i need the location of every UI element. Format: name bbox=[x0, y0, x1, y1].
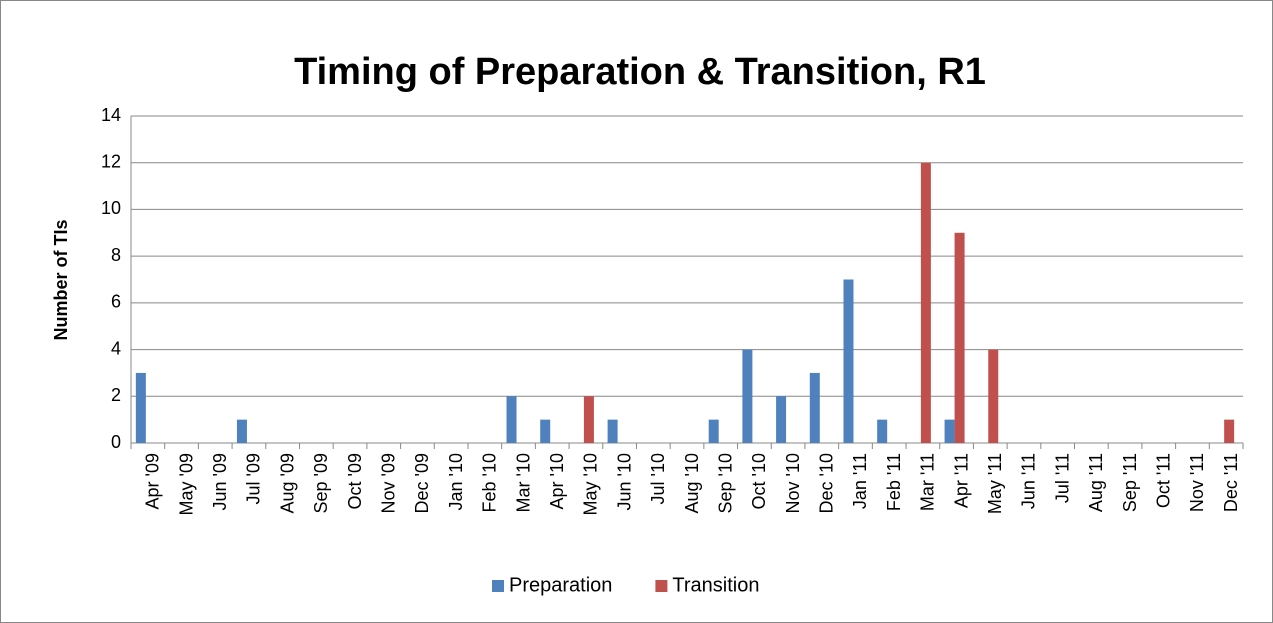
x-tick-label: Dec '11 bbox=[1221, 453, 1241, 512]
y-tick-label: 6 bbox=[111, 292, 121, 312]
x-tick-label: Aug '10 bbox=[682, 453, 702, 514]
x-tick-label: Sep '09 bbox=[311, 453, 331, 514]
x-tick-label: Feb '11 bbox=[884, 453, 904, 511]
bar bbox=[954, 232, 965, 443]
x-tick-label: Aug '11 bbox=[1086, 453, 1106, 512]
x-tick-label: Dec '09 bbox=[412, 453, 432, 513]
bar bbox=[742, 349, 753, 443]
x-tick-label: Feb '10 bbox=[480, 453, 500, 512]
bar bbox=[607, 419, 618, 443]
x-tick-label: Jan '10 bbox=[446, 453, 466, 510]
x-tick-label: Jun '09 bbox=[210, 453, 230, 510]
x-tick-label: Sep '10 bbox=[715, 453, 735, 514]
x-tick-label: Oct '09 bbox=[345, 453, 365, 509]
x-tick-label: Jun '11 bbox=[1019, 453, 1039, 509]
x-tick-label: May '11 bbox=[985, 453, 1005, 514]
bar bbox=[920, 162, 931, 443]
legend-swatch bbox=[655, 580, 668, 592]
y-tick-label: 12 bbox=[101, 151, 121, 171]
y-tick-label: 8 bbox=[111, 245, 121, 265]
x-tick-label: May '09 bbox=[176, 453, 196, 515]
bar bbox=[583, 396, 594, 443]
bar bbox=[776, 396, 787, 443]
x-tick-label: Nov '09 bbox=[378, 453, 398, 513]
x-tick-label: Apr '09 bbox=[143, 453, 163, 509]
x-tick-label: Apr '11 bbox=[951, 453, 971, 508]
y-tick-label: 4 bbox=[111, 338, 121, 358]
bar bbox=[877, 419, 888, 443]
x-tick-label: Oct '10 bbox=[749, 453, 769, 509]
bar bbox=[236, 419, 247, 443]
y-axis-label: Number of TIs bbox=[51, 219, 71, 340]
bar bbox=[506, 396, 517, 443]
x-tick-label: Jul '11 bbox=[1052, 453, 1072, 503]
x-tick-label: Apr '10 bbox=[547, 453, 567, 509]
bar bbox=[809, 372, 820, 443]
x-tick-label: Mar '11 bbox=[918, 453, 938, 511]
x-tick-label: Sep '11 bbox=[1120, 453, 1140, 512]
bar bbox=[135, 372, 146, 443]
x-tick-label: Jul '09 bbox=[244, 453, 264, 504]
x-tick-label: May '10 bbox=[581, 453, 601, 515]
legend-swatch bbox=[492, 580, 504, 592]
bar bbox=[843, 279, 854, 443]
bar bbox=[944, 419, 955, 443]
y-tick-label: 14 bbox=[101, 105, 121, 125]
bar bbox=[708, 419, 719, 443]
x-tick-label: Oct '11 bbox=[1154, 453, 1174, 508]
bar bbox=[1224, 419, 1235, 443]
x-tick-label: Mar '10 bbox=[513, 453, 533, 512]
x-tick-label: Aug '09 bbox=[277, 453, 297, 514]
bar bbox=[988, 349, 999, 443]
legend-label: Transition bbox=[672, 574, 759, 596]
legend-label: Preparation bbox=[509, 574, 612, 596]
x-tick-label: Nov '11 bbox=[1187, 453, 1207, 512]
y-tick-label: 2 bbox=[111, 385, 121, 405]
x-tick-label: Dec '10 bbox=[817, 453, 837, 513]
x-tick-label: Jan '11 bbox=[850, 453, 870, 509]
y-tick-label: 0 bbox=[111, 432, 121, 452]
y-tick-label: 10 bbox=[101, 198, 121, 218]
x-tick-label: Jun '10 bbox=[614, 453, 634, 510]
chart-title: Timing of Preparation & Transition, R1 bbox=[294, 51, 986, 93]
x-tick-label: Jul '10 bbox=[648, 453, 668, 504]
x-tick-label: Nov '10 bbox=[783, 453, 803, 513]
bar bbox=[540, 419, 551, 443]
